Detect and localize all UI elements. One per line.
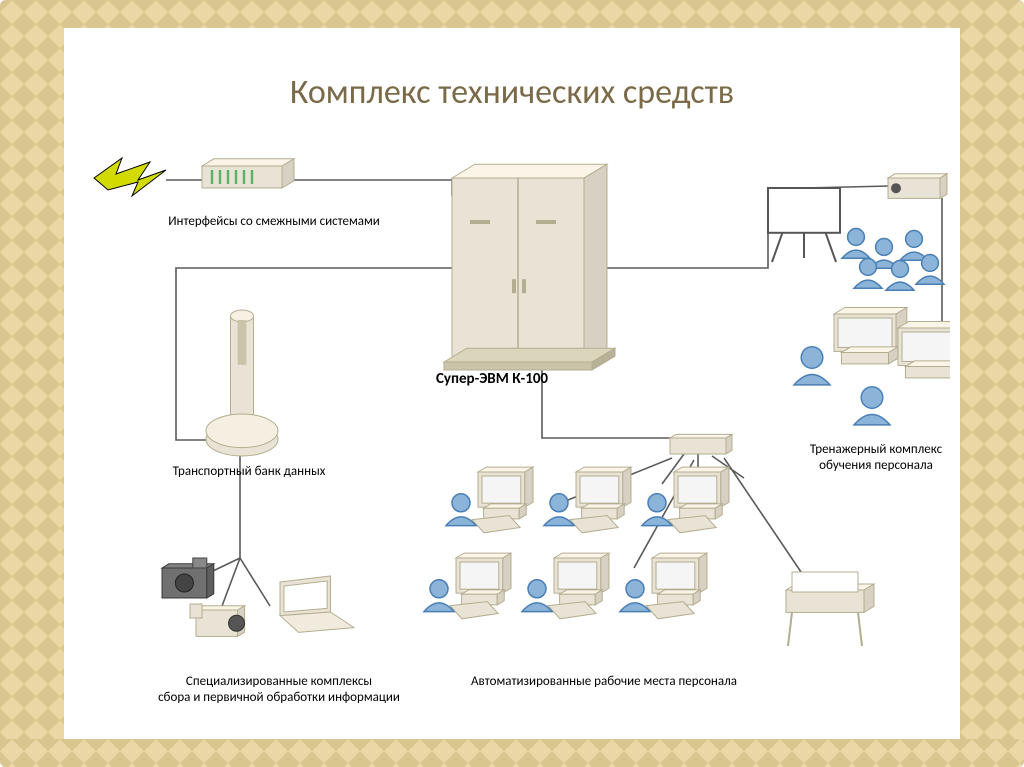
slide-title: Комплекс технических средств: [64, 72, 960, 113]
slide-border-top: [0, 0, 1024, 28]
node-label: Транспортный банк данных: [164, 464, 334, 480]
slide-border-left: [0, 0, 64, 767]
node-label: Тренажерный комплекс обучения персонала: [786, 442, 966, 473]
slide-border-right: [960, 0, 1024, 767]
workstation: [544, 467, 631, 533]
workstation: [642, 467, 729, 533]
tower: [206, 310, 278, 456]
workstation: [424, 553, 511, 619]
server: [444, 164, 615, 370]
node-label: Автоматизированные рабочие места персона…: [444, 674, 764, 690]
network-diagram: Интерфейсы со смежными системами Супер-ЭВ…: [74, 138, 950, 718]
node-label: Специализированные комплексы сбора и пер…: [134, 674, 424, 705]
slide-border-bottom: [0, 739, 1024, 767]
workstation: [522, 553, 609, 619]
workstation: [446, 467, 533, 533]
node-label: Интерфейсы со смежными системами: [164, 214, 384, 230]
slide-body: Комплекс технических средств Интерфейсы …: [64, 28, 960, 739]
node-label: Супер-ЭВМ К-100: [392, 370, 592, 388]
workstation: [620, 553, 707, 619]
